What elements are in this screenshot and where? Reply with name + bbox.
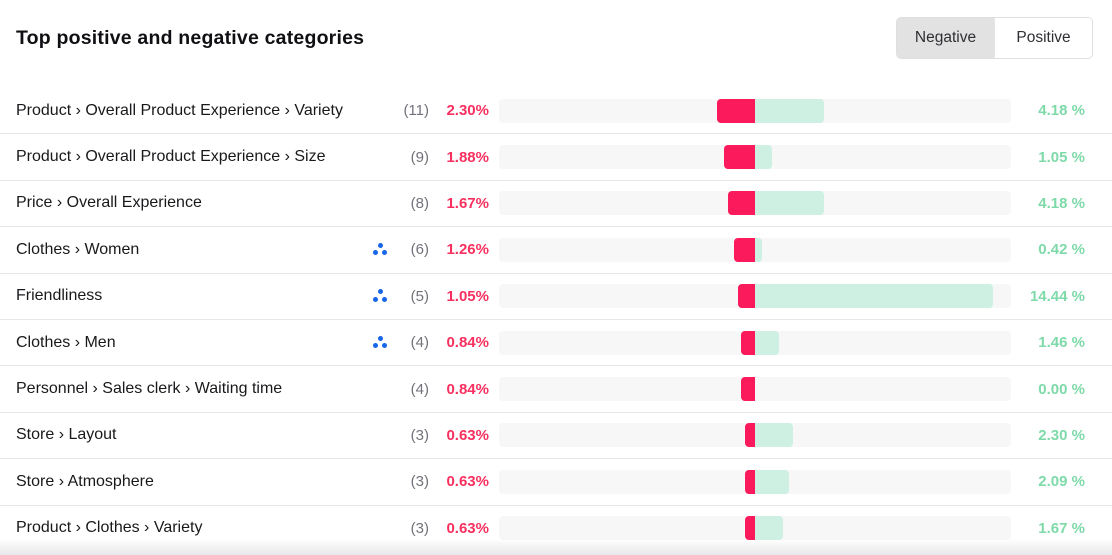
category-label: Product › Overall Product Experience › S… [16,148,326,166]
negative-percent: 0.63% [446,473,489,491]
negative-bar [741,377,755,402]
bar-track [499,145,1011,170]
positive-percent: 0.00 % [1038,380,1085,398]
negative-percent: 2.30% [446,102,489,120]
negative-bar [737,284,755,309]
category-list: Product › Overall Product Experience › V… [0,88,1112,551]
positive-toggle-button[interactable]: Positive [994,18,1092,58]
positive-bar [755,237,762,262]
category-label: Clothes › Women [16,240,140,258]
bar-track [499,516,1011,541]
positive-bar [755,516,783,541]
category-label: Price › Overall Experience [16,194,202,212]
negative-percent: 1.26% [446,241,489,259]
cluster-dot [372,343,378,349]
cluster-dot [377,335,383,341]
cluster-dot [381,250,387,256]
bar-track [499,237,1011,262]
mention-count: (11) [403,102,429,120]
negative-percent: 0.84% [446,380,489,398]
positive-bar [755,330,779,355]
mention-count: (5) [410,287,429,305]
negative-percent: 1.05% [446,287,489,305]
negative-bar [744,469,755,494]
mention-count: (3) [410,519,429,537]
negative-bar [727,191,755,216]
negative-percent: 0.63% [446,519,489,537]
bar-track [499,377,1011,402]
positive-percent: 2.09 % [1038,473,1085,491]
mention-count: (4) [410,334,429,352]
positive-bar [755,469,790,494]
mention-count: (4) [410,380,429,398]
category-label: Friendliness [16,287,103,305]
negative-percent: 1.67% [446,194,489,212]
negative-bar [744,516,755,541]
mention-count: (9) [410,148,429,166]
negative-bar [717,98,755,123]
positive-percent: 0.42 % [1038,241,1085,259]
mention-count: (6) [410,241,429,259]
negative-percent: 0.84% [446,334,489,352]
widget-header: Top positive and negative categories Neg… [0,0,1112,59]
negative-percent: 0.63% [446,426,489,444]
table-row[interactable]: Product › Overall Product Experience › S… [0,134,1112,181]
cluster-dot [372,250,378,256]
negative-bar [741,330,755,355]
cluster-dot [372,296,378,302]
cluster-dot [381,343,387,349]
table-row[interactable]: Product › Clothes › Variety (3) 0.63% 1.… [0,506,1112,551]
category-label: Store › Layout [16,426,117,444]
positive-percent: 4.18 % [1038,194,1085,212]
table-row[interactable]: Price › Overall Experience (8) 1.67% 4.1… [0,181,1112,228]
bar-track [499,469,1011,494]
category-label: Personnel › Sales clerk › Waiting time [16,380,283,398]
cluster-dot [377,289,383,295]
negative-bar [734,237,755,262]
table-row[interactable]: Friendliness (5) 1.05% 14.44 % [0,274,1112,320]
bar-track [499,98,1011,123]
positive-percent: 1.67 % [1038,519,1085,537]
negative-toggle-button[interactable]: Negative [897,18,994,58]
table-row[interactable]: Store › Layout (3) 0.63% 2.30 % [0,413,1112,460]
positive-percent: 4.18 % [1038,102,1085,120]
positive-bar [755,145,773,170]
table-row[interactable]: Clothes › Men (4) 0.84% 1.46 % [0,320,1112,367]
table-row[interactable]: Product › Overall Product Experience › V… [0,88,1112,135]
category-label: Product › Clothes › Variety [16,519,203,537]
mention-count: (8) [410,194,429,212]
table-row[interactable]: Personnel › Sales clerk › Waiting time (… [0,366,1112,413]
mention-count: (3) [410,473,429,491]
category-label: Product › Overall Product Experience › V… [16,101,343,119]
category-label: Store › Atmosphere [16,472,154,490]
cluster-dot [377,242,383,248]
positive-percent: 1.46 % [1038,334,1085,352]
cluster-dot [381,296,387,302]
page-title: Top positive and negative categories [16,26,365,49]
cluster-icon[interactable] [371,335,389,351]
table-row[interactable]: Clothes › Women (6) 1.26% 0.42 % [0,227,1112,274]
positive-percent: 14.44 % [1029,287,1085,305]
table-row[interactable]: Store › Atmosphere (3) 0.63% 2.09 % [0,459,1112,506]
bar-track [499,191,1011,216]
mention-count: (3) [410,426,429,444]
positive-bar [755,191,824,216]
cluster-icon[interactable] [371,288,389,304]
sentiment-toggle: Negative Positive [896,17,1093,59]
bar-track [499,284,1011,309]
cluster-icon[interactable] [371,242,389,258]
positive-bar [755,423,793,448]
positive-percent: 1.05 % [1038,148,1085,166]
negative-bar [724,145,755,170]
bar-track [499,330,1011,355]
category-label: Clothes › Men [16,333,116,351]
positive-bar [755,284,993,309]
bar-track [499,423,1011,448]
negative-percent: 1.88% [446,148,489,166]
positive-percent: 2.30 % [1038,426,1085,444]
positive-bar [755,98,824,123]
negative-bar [744,423,755,448]
